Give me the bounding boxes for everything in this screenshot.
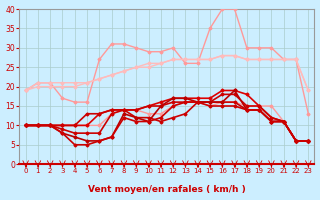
X-axis label: Vent moyen/en rafales ( km/h ): Vent moyen/en rafales ( km/h ) [88, 185, 246, 194]
